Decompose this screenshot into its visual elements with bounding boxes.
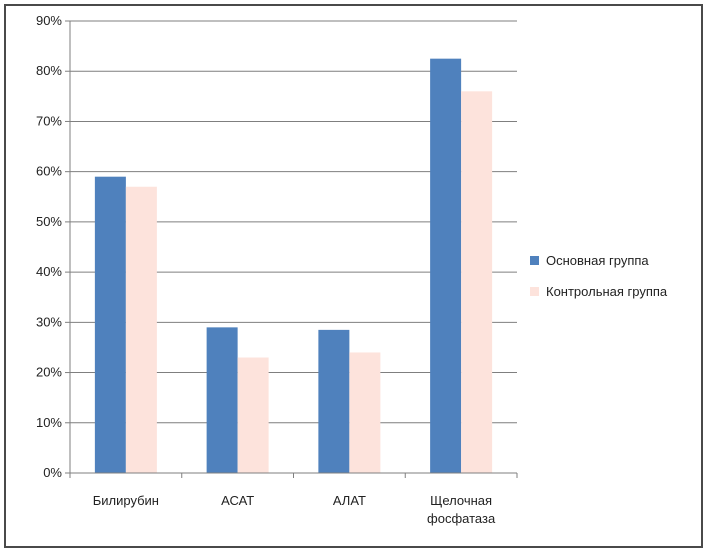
bar-control-0	[125, 186, 157, 473]
bar-control-2	[349, 352, 381, 473]
legend-swatch	[530, 287, 539, 296]
x-tick-label: АЛАТ	[333, 493, 366, 508]
y-tick-label: 20%	[36, 365, 62, 380]
axes	[69, 21, 518, 478]
y-tick-label: 70%	[36, 113, 62, 128]
bar-main-3	[430, 58, 462, 474]
x-tick-label-line: АСАТ	[221, 493, 254, 508]
y-tick-label: 30%	[36, 314, 62, 329]
bar-control-3	[461, 91, 493, 474]
x-tick-label-line: АЛАТ	[333, 493, 366, 508]
bar-main-2	[318, 329, 350, 473]
x-tick-label: Билирубин	[93, 493, 159, 508]
legend-label: Контрольная группа	[546, 284, 668, 299]
y-tick-label: 60%	[36, 164, 62, 179]
legend: Основная группа Контрольная группа	[530, 253, 668, 299]
x-tick-label-line: фосфатаза	[427, 511, 496, 526]
y-tick-label: 50%	[36, 214, 62, 229]
bar-main-1	[206, 327, 238, 473]
y-tick-label: 40%	[36, 264, 62, 279]
legend-swatch	[530, 256, 539, 265]
bars	[94, 58, 493, 474]
y-tick-label: 10%	[36, 415, 62, 430]
x-axis-labels: Билирубин АСАТ АЛАТ Щелочная фосфатаза	[93, 493, 496, 526]
x-tick-label: Щелочная фосфатаза	[427, 493, 496, 526]
y-axis-ticks: 0% 10% 20% 30% 40% 50% 60% 70% 80% 90%	[36, 13, 70, 480]
x-tick-label-line: Щелочная	[430, 493, 492, 508]
x-tick-label-line: Билирубин	[93, 493, 159, 508]
y-tick-label: 0%	[43, 465, 62, 480]
x-tick-label: АСАТ	[221, 493, 254, 508]
legend-label: Основная группа	[546, 253, 649, 268]
y-tick-label: 80%	[36, 63, 62, 78]
bar-control-1	[237, 357, 269, 473]
y-tick-label: 90%	[36, 13, 62, 28]
bar-main-0	[94, 176, 126, 473]
